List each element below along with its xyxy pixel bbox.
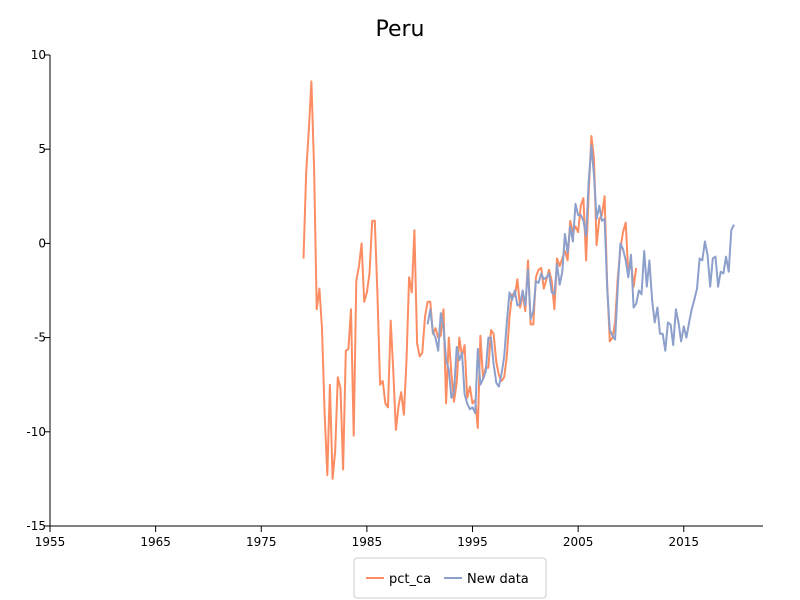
legend-label-new-data: New data: [467, 572, 529, 587]
y-tick-label: -15: [26, 519, 46, 533]
y-tick-label: -10: [26, 425, 46, 439]
x-tick-label: 1965: [140, 535, 171, 549]
series-line-new-data: [426, 144, 735, 414]
x-tick-label: 1995: [457, 535, 488, 549]
legend-label-pct-ca: pct_ca: [389, 572, 431, 587]
x-tick-label: 2005: [563, 535, 594, 549]
x-tick-label: 1985: [352, 535, 383, 549]
y-tick-label: 0: [38, 236, 46, 250]
y-tick-label: 10: [31, 48, 46, 62]
series-line-pct-ca: [302, 80, 638, 480]
x-tick-label: 2015: [669, 535, 700, 549]
y-axis-ticks: 10 5 0 -5 -10 -15: [26, 48, 50, 533]
x-tick-label: 1975: [246, 535, 277, 549]
series-layer: [302, 80, 735, 480]
legend: pct_ca New data: [353, 557, 547, 599]
chart-title: Peru: [375, 17, 424, 42]
y-tick-label: 5: [38, 142, 46, 156]
x-tick-label: 1955: [35, 535, 66, 549]
x-axis-ticks: 1955 1965 1975 1985 1995 2005 2015: [35, 526, 699, 549]
y-tick-label: -5: [34, 331, 46, 345]
